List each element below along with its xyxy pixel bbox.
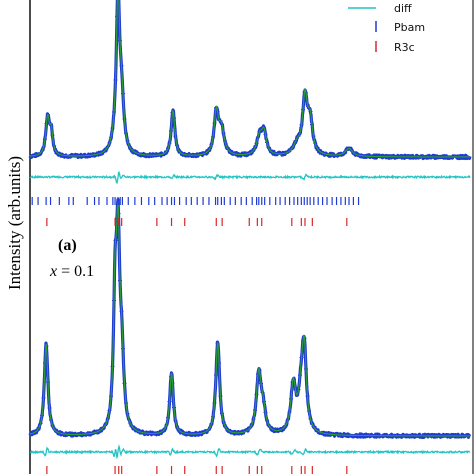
- y-axis-label: Intensity (arb.units): [5, 156, 24, 290]
- difference-curve-lower: [29, 444, 471, 460]
- legend-pbam-label: Pbam: [394, 21, 425, 34]
- calculated-pattern-lower: [29, 200, 470, 437]
- difference-curve-upper: [29, 171, 471, 185]
- panel-label: (a): [58, 237, 77, 254]
- legend-diff-label: diff: [394, 2, 412, 15]
- reflection-ticks: [31, 197, 360, 474]
- composition-variable: x: [49, 263, 57, 280]
- series-layer: [28, 0, 472, 460]
- legend: diff Pbam R3c: [348, 2, 425, 54]
- composition-value: = 0.1: [57, 263, 94, 280]
- legend-r3c-label: R3c: [394, 41, 415, 54]
- composition-label: x = 0.1: [49, 263, 94, 280]
- calculated-pattern-upper: [29, 0, 470, 158]
